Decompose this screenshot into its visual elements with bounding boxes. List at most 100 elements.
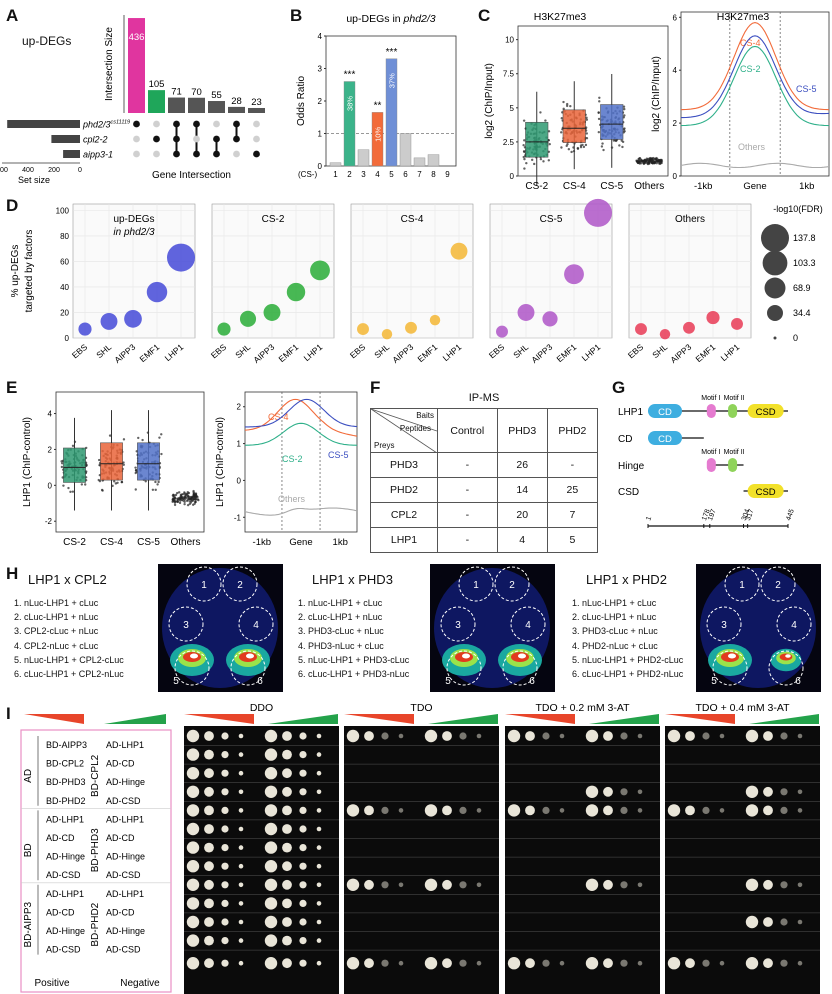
tick-label: 2 [347,170,352,179]
yeast-spot [186,748,200,761]
yeast-spot [381,806,389,814]
data-point [172,493,175,497]
yeast-spot [204,842,214,853]
panel-title: CS-4 [401,214,424,225]
yeast-spot [797,733,803,739]
data-point [85,464,88,467]
plot-frame [244,391,358,533]
plate-image [184,726,339,994]
luciferase-legend-item: 5. nLuc-LHP1 + CPL2-cLuc [14,654,124,665]
yeast-spot [299,881,307,889]
yeast-spot [204,879,214,890]
yeast-spot [186,915,200,929]
construct-label: AD-CSD [106,870,141,880]
csd-domain [747,484,784,498]
tick-label: EBS [487,342,507,361]
tick-label: EBS [348,342,368,361]
yeast-spot [780,959,788,967]
yeast-spot [282,749,292,760]
construct-label: BD-CPL2 [46,759,84,769]
gradient-triangle [428,714,498,724]
data-point [62,484,65,487]
bar-inner-label: 10% [374,127,383,142]
yeast-spot [299,899,307,907]
bubble [542,311,558,327]
luciferase-leaf-image: 1 2 3 4 5 6 [158,564,283,692]
data-point [122,463,125,466]
yeast-spot [346,729,360,743]
yeast-spot [238,733,244,739]
panel-c-h3k27me3: H3K27me3 0 2.5 5 7.5 10 log2 (ChIP/Input) CS-2 C… [484,11,830,192]
spot-number: 3 [721,620,727,631]
plot-frame [628,203,752,339]
spot-circle [186,566,222,602]
bubble [263,304,281,321]
signal-blob [190,653,198,659]
luciferase-legend: 1. nLuc-LHP1 + cLuc 2. cLuc-LHP1 + nLuc 3.… [298,596,409,681]
data-point [645,158,649,162]
motif1-domain [706,458,716,472]
tick-label: 0 [237,476,242,485]
construct-label: AD-Hinge [106,777,145,787]
panel-a-upset: Intersection Size 436 105 71 70 55 28 23 phd2/3c… [0,15,265,185]
yeast-spot [282,935,292,946]
tick-label: SHL [94,342,113,360]
row-label: CD [618,434,632,445]
yeast-spot [264,878,278,891]
tick-label: 197 [707,508,718,521]
bubble [217,322,231,336]
construct-label: AD-LHP1 [106,889,144,899]
data-point [597,117,601,121]
set-size-bar [63,150,80,158]
panel-label-i: I [6,704,11,723]
axis-label: % up-DEGs [10,245,21,298]
data-point [181,492,185,496]
data-point [194,493,198,497]
tick-label: CS-4 [563,181,586,192]
yeast-spot [745,915,759,929]
spot-number: 5 [173,676,179,687]
luciferase-legend-item: 6. cLuc-LHP1 + PHD2-nLuc [572,669,684,680]
yeast-spot [442,879,452,890]
legend-label: 0 [793,333,798,343]
yeast-spot [745,785,759,798]
yeast-spot [585,878,599,891]
matrix-dot [213,150,220,158]
construct-label: AD-CSD [46,945,81,955]
row-label: Hinge [618,461,645,472]
plot-frame [680,11,830,177]
yeast-spot [346,957,360,970]
panel-label-f: F [370,378,381,397]
panel-g-domains: LHP1 CD Hinge CSD CD Motif I Motif II CSD CD Moti… [618,395,796,528]
data-point [186,492,189,495]
tick-label: 60 [60,257,69,266]
medium-label: DDO [250,702,273,714]
yeast-spot [316,733,322,739]
spot-circle [706,606,742,642]
yeast-spot [221,769,229,777]
motif1-label: Motif I [701,449,720,456]
data-point [116,481,119,485]
matrix-dot [153,120,160,128]
data-point [160,452,163,456]
data-point [183,500,186,504]
tick-label: CS-5 [600,181,623,192]
spot-number: 6 [529,676,535,687]
tick-label: AIPP3 [529,342,554,365]
data-point [659,158,662,162]
data-point [584,143,588,147]
axis-label: targeted by factors [24,230,35,313]
bubble [124,309,142,328]
tick-label: 80 [60,232,69,241]
yeast-spot [542,959,550,967]
signal-blob [462,653,470,659]
set-label: aipp3-1 [83,150,113,160]
data-point [598,96,601,99]
gradient-triangle [589,714,659,724]
gradient-triangle [505,714,575,724]
yeast-spot [637,882,643,888]
yeast-spot [186,860,200,873]
yeast-spot [316,808,322,813]
tick-label: SHL [650,342,669,360]
